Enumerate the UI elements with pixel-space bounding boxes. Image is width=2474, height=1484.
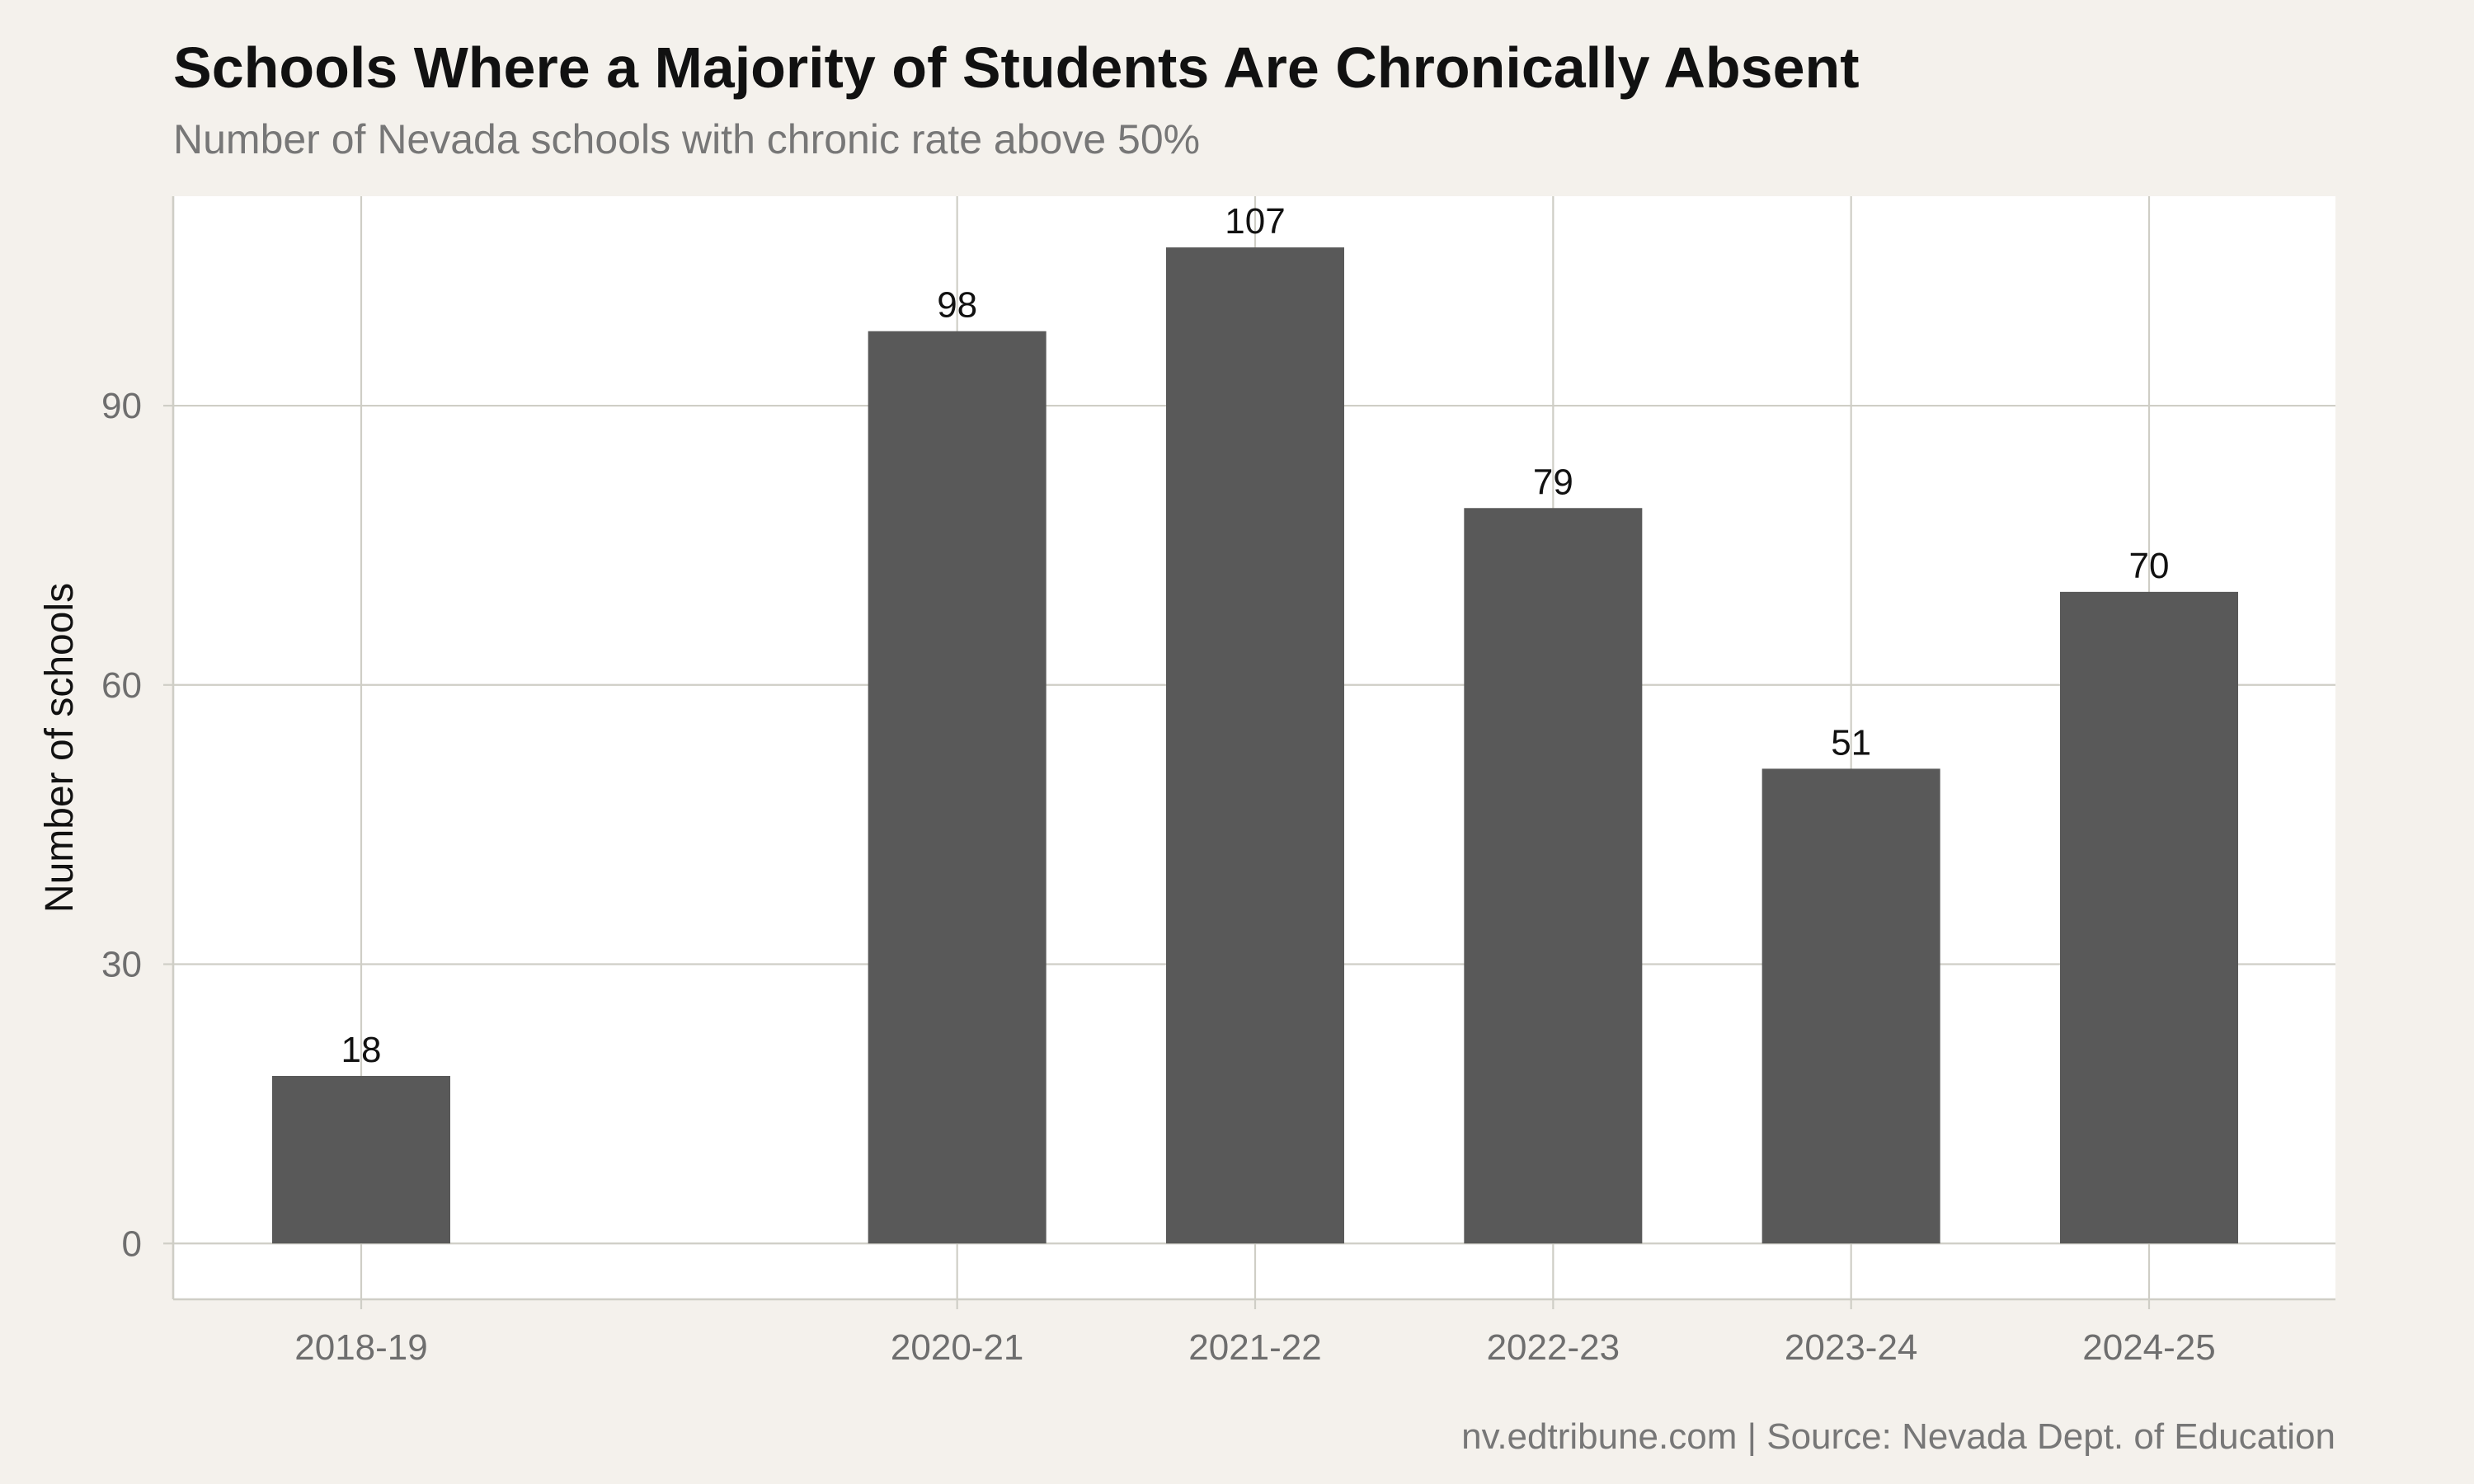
x-tick-label: 2023-24 [1785, 1327, 1917, 1368]
bar [1166, 247, 1344, 1244]
y-axis-title: Number of schools [38, 583, 82, 913]
bar-value-label: 51 [1831, 722, 1871, 763]
x-tick-label: 2024-25 [2082, 1327, 2215, 1368]
x-tick-label: 2021-22 [1188, 1327, 1321, 1368]
bar [1761, 768, 1940, 1244]
chart-title: Schools Where a Majority of Students Are… [173, 35, 1860, 100]
axis-layer: 0 30 60 90 2018-19 2020-21 2021-22 2022-23 2023-… [101, 196, 2335, 1368]
y-tick-label: 90 [101, 386, 142, 426]
bar [868, 331, 1047, 1244]
x-tick-label: 2020-21 [891, 1327, 1023, 1368]
label-layer: 18 98 107 79 51 70 [341, 201, 2170, 1070]
bar-value-label: 18 [341, 1030, 382, 1070]
bar-value-label: 107 [1225, 201, 1285, 242]
bar-layer [272, 247, 2238, 1244]
y-tick-label: 60 [101, 665, 142, 706]
x-tick-label: 2018-19 [294, 1327, 427, 1368]
chart-subtitle: Number of Nevada schools with chronic ra… [173, 116, 1201, 162]
bar [2060, 591, 2238, 1244]
bar-value-label: 79 [1533, 462, 1573, 502]
bar [1464, 508, 1643, 1244]
bar-value-label: 98 [937, 285, 977, 326]
y-tick-label: 30 [101, 945, 142, 985]
bar [272, 1076, 450, 1244]
x-tick-label: 2022-23 [1487, 1327, 1620, 1368]
chart-caption: nv.edtribune.com | Source: Nevada Dept. … [1461, 1416, 2335, 1457]
y-tick-label: 0 [122, 1223, 142, 1264]
bar-value-label: 70 [2129, 546, 2170, 586]
